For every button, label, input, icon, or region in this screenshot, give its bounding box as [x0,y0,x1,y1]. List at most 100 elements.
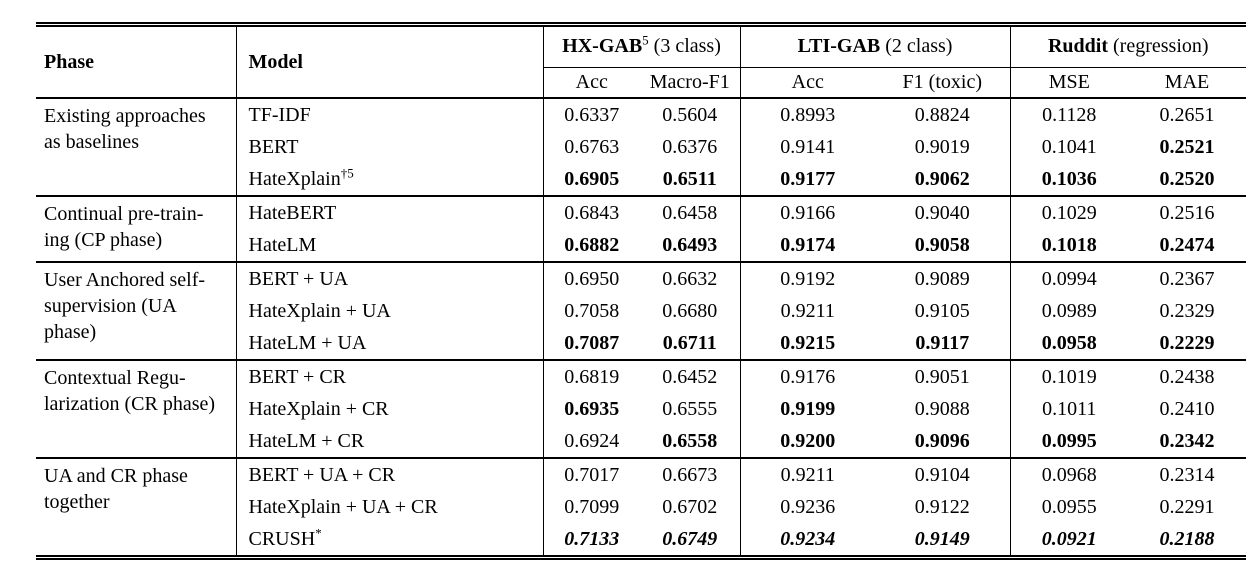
metric-value: 0.9176 [739,359,876,393]
metric-value: 0.1128 [1009,97,1129,131]
table-row: HateXplain + UA + CR 0.7099 0.6702 0.9236 0.… [36,491,1246,523]
column-group-lti-gab: LTI-GAB (2 class) [739,27,1011,68]
metric-value: 0.9177 [739,163,876,196]
metric-value: 0.9117 [915,332,970,354]
model-cell: BERT + CR [235,359,543,393]
model-superscript: †5 [340,165,354,181]
metric-value: 0.2342 [1159,430,1215,452]
metric-value: 0.6337 [542,97,640,131]
metric-value: 0.6632 [640,261,741,295]
metric-value: 0.2516 [1128,195,1247,229]
metric-value: 0.2438 [1128,359,1247,393]
column-header-hx-macro-f1: Macro-F1 [640,67,741,99]
metric-value: 0.9089 [875,261,1011,295]
model-name: TF-IDF [248,104,311,126]
metric-value: 0.9174 [739,229,876,262]
metric-value: 0.8993 [739,97,876,131]
table-row: User Anchored self- supervision (UA phas… [36,261,1247,360]
phase-cell: Contextual Regu- larization (CR phase) [36,359,236,458]
table-row: Existing approaches as baselines TF-IDF 0.… [36,97,1247,196]
column-header-hx-acc: Acc [542,67,640,99]
column-header-model: Model [235,27,543,99]
column-group-desc: (regression) [1113,35,1209,58]
column-group-ruddit: Ruddit (regression) [1009,27,1247,68]
metric-value: 0.7133 [542,523,640,555]
model-name: CRUSH [248,528,316,550]
model-cell: HateXplain + CR [235,393,543,425]
metric-value: 0.9105 [914,300,970,322]
metric-value: 0.1011 [1009,393,1129,425]
model-cell: BERT + UA + CR [235,457,543,491]
metric-value: 0.6702 [662,496,718,518]
metric-value: 0.0994 [1009,261,1129,295]
model-name: HateXplain + CR [248,398,389,420]
metric-value: 0.9199 [739,393,876,425]
metric-value: 0.6458 [640,195,741,229]
model-name: HateXplain [248,168,341,190]
metric-value: 0.9149 [914,528,970,550]
metric-value: 0.9040 [875,195,1011,229]
metric-value: 0.6680 [662,300,718,322]
table-row: HateXplain + UA 0.7058 0.6680 0.9211 0.9105 0… [36,295,1246,327]
column-group-hx-gab: HX-GAB5 (3 class) [542,27,741,68]
model-cell: HateXplain†5 [235,163,543,196]
metric-value: 0.2314 [1128,457,1247,491]
metric-value: 0.7087 [542,327,640,360]
metric-value: 0.2229 [1159,332,1215,354]
metric-value: 0.9211 [739,295,876,327]
table-header: Phase Model HX-GAB5 (3 class) LTI-GAB (2… [36,27,1247,99]
table-body: Existing approaches as baselines TF-IDF 0.… [36,97,1247,555]
model-name: BERT + UA [248,268,349,290]
table-row: Continual pre-train- ing (CP phase) HateB… [36,195,1247,262]
header-metric-row: Acc Macro-F1 Acc F1 (toxic) MSE MAE [36,67,1247,99]
model-name: BERT + CR [248,366,347,388]
metric-value: 0.9141 [739,131,876,163]
metric-value: 0.7017 [542,457,640,491]
metric-value: 0.9166 [739,195,876,229]
metric-value: 0.1018 [1009,229,1129,262]
metric-value: 0.2521 [1159,136,1215,158]
phase-cell: UA and CR phase together [36,457,236,555]
metric-value: 0.1029 [1009,195,1129,229]
metric-value: 0.5604 [640,97,741,131]
metric-value: 0.6673 [640,457,741,491]
model-cell: BERT [235,131,543,163]
column-group-desc: (2 class) [885,35,953,58]
metric-value: 0.0955 [1009,491,1129,523]
column-header-lti-acc: Acc [739,67,876,99]
metric-value: 0.9062 [914,168,970,190]
table-row: HateLM + UA 0.7087 0.6711 0.9215 0.9117 0.095… [36,327,1246,360]
metric-value: 0.7058 [542,295,640,327]
metric-value: 0.6452 [640,359,741,393]
metric-value: 0.6493 [662,234,718,256]
model-cell: BERT + UA [235,261,543,295]
metric-value: 0.2474 [1159,234,1215,256]
model-name: HateBERT [248,202,337,224]
metric-value: 0.6905 [542,163,640,196]
column-header-phase: Phase [36,27,236,99]
metric-value: 0.6763 [542,131,640,163]
metric-value: 0.2329 [1159,300,1215,322]
metric-value: 0.2367 [1128,261,1247,295]
table-row: CRUSH* 0.7133 0.6749 0.9234 0.9149 0.0921 0.21… [36,523,1246,555]
column-group-name: HX-GAB [562,35,643,58]
table-row: Contextual Regu- larization (CR phase) BE… [36,359,1247,458]
metric-value: 0.2520 [1159,168,1215,190]
table-row: UA and CR phase together BERT + UA + CR 0.… [36,457,1247,555]
phase-cell: Continual pre-train- ing (CP phase) [36,195,236,262]
metric-value: 0.2410 [1159,398,1215,420]
metric-value: 0.6558 [662,430,718,452]
header-group-row: Phase Model HX-GAB5 (3 class) LTI-GAB (2… [36,27,1247,99]
column-group-name: Ruddit [1047,35,1109,58]
metric-value: 0.9200 [739,425,876,458]
phase-cell: Existing approaches as baselines [36,97,236,196]
metric-value: 0.7099 [542,491,640,523]
table-row: HateLM 0.6882 0.6493 0.9174 0.9058 0.1018 0.24… [36,229,1246,262]
metric-value: 0.0921 [1009,523,1129,555]
metric-value: 0.9234 [739,523,876,555]
metric-value: 0.9104 [875,457,1011,491]
metric-value: 0.6511 [662,168,717,190]
column-group-name: LTI-GAB [797,35,881,58]
metric-value: 0.9088 [914,398,970,420]
metric-value: 0.6819 [542,359,640,393]
